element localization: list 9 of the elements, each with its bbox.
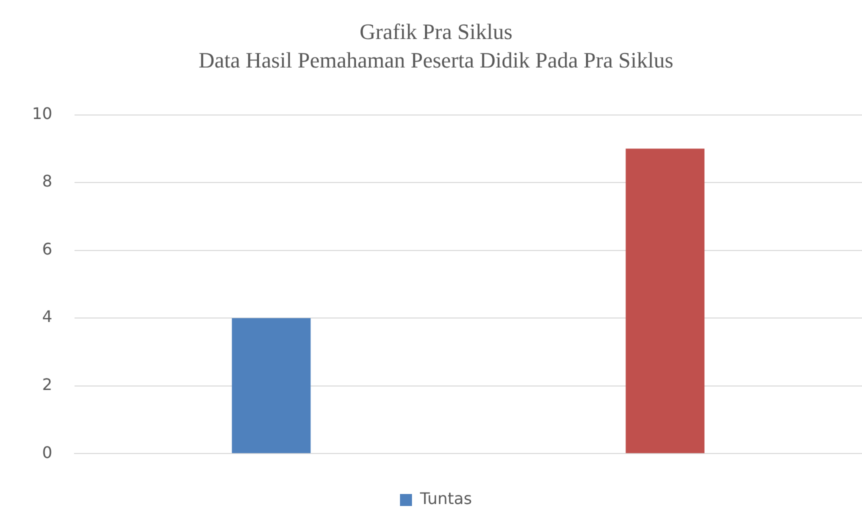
y-tick-label: 4	[42, 307, 52, 326]
legend-label: Tuntas	[418, 489, 472, 508]
chart-subtitle: Data Hasil Pemahaman Peserta Didik Pada Pra Siklus	[198, 47, 674, 72]
y-tick-label: 6	[42, 239, 52, 258]
y-tick-label: 0	[42, 442, 52, 462]
y-tick-label: 10	[32, 104, 52, 123]
chart-title: Grafik Pra Siklus	[360, 18, 512, 44]
y-tick-label: 8	[42, 172, 52, 191]
y-tick-label: 2	[42, 374, 52, 394]
